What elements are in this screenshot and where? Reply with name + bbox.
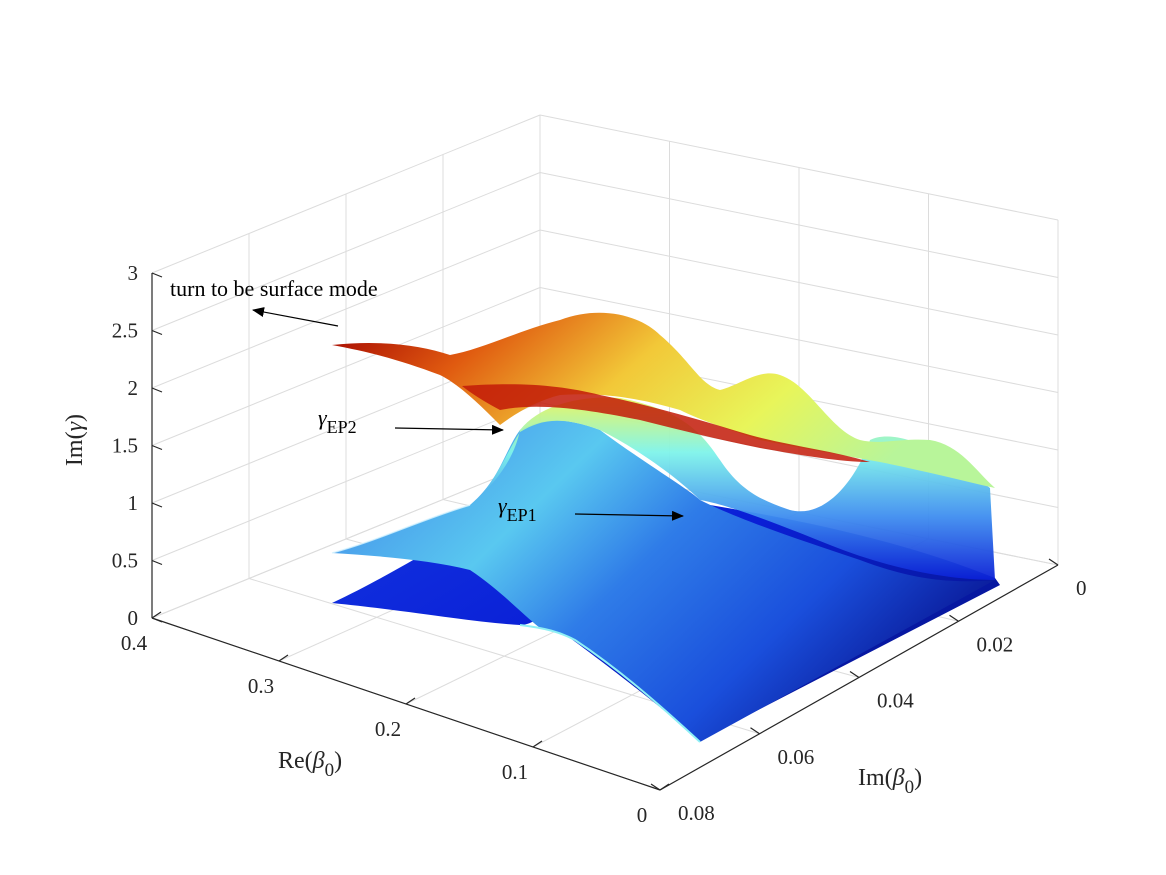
y-tick-label: 0: [1076, 576, 1087, 600]
surface-ep-ridge: [462, 384, 870, 462]
x-tick-label: 0.4: [121, 631, 148, 655]
annotations: turn to be surface mode γEP2 γEP1: [170, 276, 684, 525]
z-tick-mark: [151, 329, 163, 336]
surface-middle-sheet: [332, 420, 995, 742]
x-tick-mark: [151, 611, 162, 619]
annotation-ep1: γEP1: [498, 493, 537, 525]
y-tick-mark: [949, 614, 959, 622]
surface-top-ridge: [332, 312, 995, 488]
x-tick-label: 0.2: [375, 717, 401, 741]
z-tick-label: 1.5: [112, 434, 138, 458]
z-tick-mark: [151, 559, 163, 566]
z-tick-mark: [151, 502, 163, 508]
z-tick-label: 3: [128, 261, 139, 285]
z-axis-label: Im(γ): [62, 414, 88, 466]
surface-upper-face: [470, 397, 995, 580]
y-tick-mark: [849, 671, 860, 678]
z-tick-mark: [151, 617, 163, 623]
z-tick-mark: [151, 272, 163, 278]
y-tick-label: 0.04: [877, 689, 914, 713]
y-tick-mark: [1048, 558, 1059, 566]
x-tick-mark: [532, 740, 543, 748]
z-tick-label: 0.5: [112, 549, 138, 573]
x-tick-label: 0.1: [502, 760, 528, 784]
z-tick-label: 2: [128, 376, 139, 400]
x-tick-mark: [278, 654, 289, 662]
y-axis-label: Im(β0): [858, 765, 922, 798]
annotation-surface-mode: turn to be surface mode: [170, 276, 378, 301]
z-tick-mark: [151, 387, 163, 393]
z-tick-label: 2.5: [112, 319, 138, 343]
y-tick-mark: [650, 783, 661, 791]
axes: 0 0.5 1 1.5 2 2.5 3 0.4 0.3 0.2 0.1 0 0 0.02 0.04 0.06 0…: [112, 261, 1087, 827]
y-tick-label: 0.06: [778, 745, 815, 769]
annotation-ep2-arrow: [394, 424, 504, 435]
surface-mid-highlight: [331, 504, 471, 554]
surface-layers: [331, 312, 1000, 743]
x-tick-mark: [405, 697, 416, 705]
annotation-ep2: γEP2: [318, 405, 357, 437]
x-tick-label: 0: [637, 803, 648, 827]
y-tick-label: 0.08: [678, 801, 715, 825]
z-tick-mark: [151, 444, 163, 451]
x-tick-label: 0.3: [248, 674, 274, 698]
annotation-surface-mode-arrow: [252, 307, 339, 327]
y-tick-mark: [750, 727, 760, 735]
z-tick-label: 0: [128, 606, 139, 630]
annotation-ep1-arrow: [574, 510, 684, 521]
surface-lower-highlight: [519, 624, 701, 743]
y-tick-label: 0.02: [977, 632, 1014, 656]
x-axis-label: Re(β0): [278, 748, 342, 781]
z-tick-label: 1: [128, 491, 139, 515]
axis-labels: Im(γ) Re(β0) Im(β0): [62, 414, 922, 798]
x-tick-mark: [659, 783, 670, 791]
